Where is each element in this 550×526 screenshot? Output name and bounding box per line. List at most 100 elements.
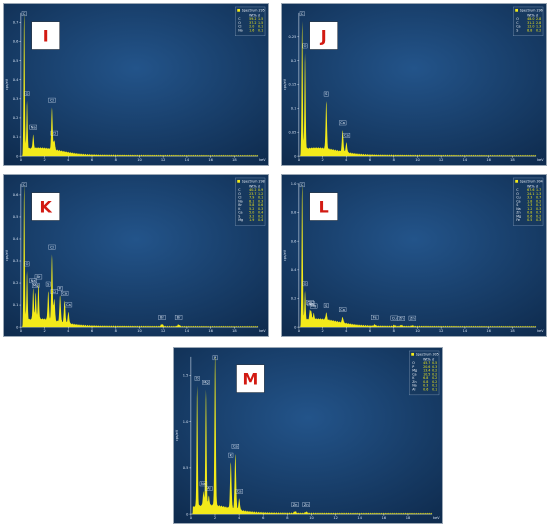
y-axis-label: cps/eV (283, 249, 287, 261)
y-tick-label: 0.5 (13, 215, 19, 219)
x-tick-label: 12 (333, 516, 338, 520)
peak-label: Zn (410, 316, 415, 320)
y-tick-label: 0.8 (291, 211, 297, 215)
element-sigma: 1.7 (536, 188, 541, 192)
legend-swatch (237, 8, 241, 12)
peak-label: Zn (399, 317, 404, 321)
peak-marker (202, 380, 210, 385)
spectrum-chart-m: 0 2 4 6 8 10 12 14 16 18 keV 0 0.5 1.0 1.5 cps/eV O Na Mg A… (174, 348, 442, 523)
element-sigma: 2.8 (536, 21, 541, 25)
element-sigma: 1.2 (258, 192, 263, 196)
peak-marker (397, 316, 405, 321)
x-axis-label: keV (433, 516, 440, 520)
element-sigma: 0.3 (536, 218, 541, 222)
peak-marker (231, 444, 240, 449)
element-wt: 12.0 (527, 25, 534, 29)
peak-label: S (325, 304, 328, 308)
peak-marker (235, 489, 243, 494)
element-symbol: Zn (516, 211, 520, 215)
x-tick-label: 8 (115, 329, 118, 333)
table-header-wt: Wt% (527, 13, 535, 17)
peak-label: K (59, 287, 62, 291)
table-header-sigma: σ (258, 184, 260, 188)
table-header-sigma: σ (536, 184, 538, 188)
peak-label: Ca (340, 308, 345, 312)
y-tick-label: 0.1 (13, 303, 19, 307)
peak-marker (212, 355, 218, 361)
table-header-wt: Wt% (249, 184, 257, 188)
peak-marker (302, 43, 308, 49)
peak-label: Br (177, 316, 181, 320)
y-tick-label: 0.2 (291, 297, 297, 301)
x-tick-label: 4 (67, 329, 70, 333)
element-sigma: 0.1 (258, 28, 263, 32)
element-symbol: Ca (516, 199, 520, 203)
peak-label: Cl (53, 290, 56, 294)
element-symbol: P (412, 365, 414, 369)
legend-title: Spectrum 304 (520, 180, 543, 184)
peak-label: C (301, 12, 304, 16)
x-tick-label: 16 (486, 158, 491, 162)
legend-swatch (515, 8, 519, 12)
element-sigma: 2.8 (536, 17, 541, 21)
peak-label: K (230, 453, 233, 457)
panel-badge (31, 21, 60, 50)
y-axis-label: cps/eV (283, 78, 287, 90)
element-sigma: 0.1 (432, 387, 437, 391)
element-symbol: S (238, 214, 240, 218)
element-symbol: Fe (516, 218, 520, 222)
y-tick-label: 0.5 (183, 466, 189, 470)
element-wt: 1.9 (249, 218, 254, 222)
legend-box (513, 6, 544, 37)
element-sigma: 0.6 (258, 203, 263, 207)
peak-marker (228, 452, 234, 458)
peak-marker (338, 120, 347, 126)
element-wt: 67.6 (527, 188, 534, 192)
x-tick-label: 8 (393, 329, 396, 333)
element-wt: 6.8 (423, 376, 428, 380)
legend-box (235, 6, 266, 37)
peak-marker (408, 315, 417, 321)
peak-label: Br (36, 275, 40, 279)
peak-label: O (26, 262, 29, 266)
element-sigma: 0.1 (432, 384, 437, 388)
x-tick-label: 14 (185, 158, 190, 162)
plot-background (174, 348, 442, 523)
x-tick-label: 14 (185, 329, 190, 333)
panel-k: 0 2 4 6 8 10 12 14 16 18 keV 0 0.1 0.2 0.3 0.4 0.5 0.6 cps… (3, 174, 269, 337)
legend-swatch (515, 179, 519, 183)
x-tick-label: 8 (115, 158, 118, 162)
peak-label: Na (31, 279, 36, 283)
peak-label: Ca (233, 445, 238, 449)
y-tick-label: 0.6 (13, 193, 19, 197)
x-tick-label: 10 (415, 329, 420, 333)
x-tick-label: 2 (214, 516, 216, 520)
y-tick-label: 0 (294, 154, 297, 158)
x-tick-label: 10 (137, 158, 142, 162)
x-tick-label: 2 (321, 329, 323, 333)
peak-marker (48, 244, 56, 250)
y-tick-label: 0.6 (13, 40, 19, 44)
peak-marker (371, 314, 379, 320)
x-tick-label: 0 (20, 329, 23, 333)
element-wt: 0.3 (423, 384, 428, 388)
peak-label: Na (31, 125, 36, 129)
legend-box (409, 350, 440, 396)
element-sigma: 1.5 (258, 17, 263, 21)
element-wt: 31.2 (527, 21, 534, 25)
y-tick-label: 0 (16, 154, 19, 158)
peak-label: O (26, 92, 29, 96)
x-tick-label: 4 (345, 158, 348, 162)
peak-marker (194, 376, 200, 381)
x-axis-label: keV (259, 158, 266, 162)
y-tick-label: 0.4 (291, 268, 297, 272)
peak-label: Br (160, 316, 164, 320)
element-symbol: C (238, 17, 241, 21)
x-tick-label: 8 (286, 516, 289, 520)
element-symbol: Na (516, 207, 520, 211)
x-tick-label: 8 (393, 158, 396, 162)
element-symbol: Al (412, 387, 415, 391)
peak-marker (24, 261, 30, 267)
y-tick-label: 0.7 (13, 21, 19, 25)
element-symbol: Cu (516, 196, 520, 200)
